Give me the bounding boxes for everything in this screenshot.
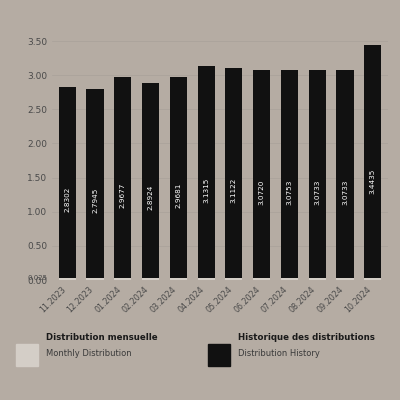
- Bar: [142, 82, 159, 280]
- Bar: [170, 278, 187, 280]
- Bar: [225, 68, 242, 280]
- Bar: [114, 278, 132, 280]
- Bar: [364, 45, 381, 280]
- Text: 2.8302: 2.8302: [64, 186, 70, 212]
- Text: 2.8924: 2.8924: [148, 184, 154, 210]
- Bar: [59, 87, 76, 280]
- Bar: [253, 70, 270, 280]
- Bar: [308, 278, 326, 280]
- Text: 3.0733: 3.0733: [342, 179, 348, 204]
- Bar: [170, 77, 187, 280]
- Text: 3.1315: 3.1315: [203, 178, 209, 203]
- Bar: [308, 70, 326, 280]
- Bar: [114, 78, 132, 280]
- Bar: [364, 278, 381, 280]
- Bar: [59, 278, 76, 280]
- Text: 0.025: 0.025: [28, 275, 48, 281]
- Bar: [336, 70, 354, 280]
- Text: 2.7945: 2.7945: [92, 187, 98, 212]
- Bar: [86, 89, 104, 280]
- Text: 3.1122: 3.1122: [231, 178, 237, 204]
- Bar: [253, 278, 270, 280]
- Text: 3.0733: 3.0733: [314, 179, 320, 204]
- Text: Monthly Distribution: Monthly Distribution: [46, 350, 132, 358]
- Text: Historique des distributions: Historique des distributions: [238, 334, 375, 342]
- Bar: [336, 278, 354, 280]
- Bar: [281, 278, 298, 280]
- Bar: [281, 70, 298, 280]
- Text: 3.0753: 3.0753: [286, 179, 292, 204]
- Bar: [142, 278, 159, 280]
- Bar: [86, 278, 104, 280]
- Text: 2.9681: 2.9681: [175, 182, 181, 208]
- Bar: [225, 278, 242, 280]
- Bar: [198, 278, 215, 280]
- Text: Distribution History: Distribution History: [238, 350, 320, 358]
- Text: 3.4435: 3.4435: [370, 168, 376, 194]
- Text: 3.0720: 3.0720: [259, 179, 265, 205]
- Text: Distribution mensuelle: Distribution mensuelle: [46, 334, 158, 342]
- Text: 2.9677: 2.9677: [120, 182, 126, 208]
- Bar: [198, 66, 215, 280]
